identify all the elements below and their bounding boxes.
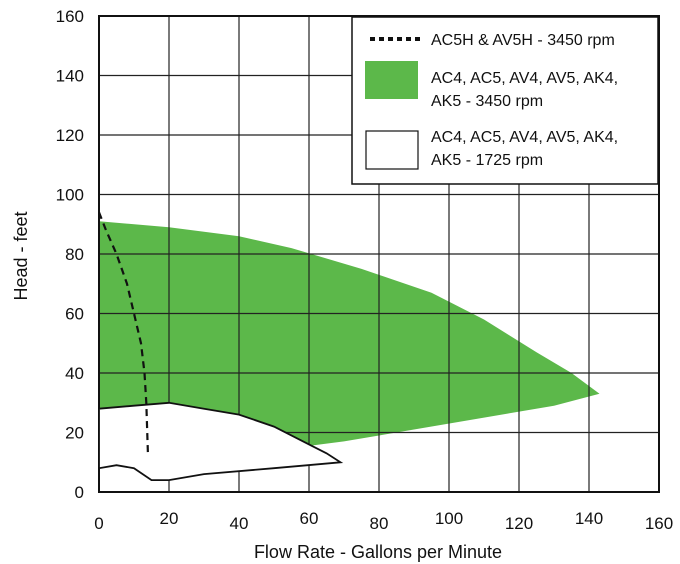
y-tick-label: 40 xyxy=(65,364,84,383)
y-tick-label: 120 xyxy=(56,126,84,145)
y-tick-label: 0 xyxy=(75,483,84,502)
x-tick-label: 140 xyxy=(575,509,603,528)
y-tick-label: 20 xyxy=(65,424,84,443)
area-layer xyxy=(99,221,600,451)
legend-label: AK5 - 1725 rpm xyxy=(431,152,543,169)
x-tick-label: 120 xyxy=(505,514,533,533)
x-tick-label: 40 xyxy=(230,514,249,533)
y-tick-label: 100 xyxy=(56,186,84,205)
x-tick-labels: 0 20 40 60 80 100 120 140 160 xyxy=(94,509,673,533)
series-area-3450rpm xyxy=(99,221,600,451)
x-tick-label: 20 xyxy=(160,509,179,528)
series-line-ac5h-av5h xyxy=(97,211,150,457)
x-tick-label: 80 xyxy=(370,514,389,533)
legend: AC5H & AV5H - 3450 rpm AC4, AC5, AV4, AV5… xyxy=(351,16,659,185)
grid-layer xyxy=(98,15,660,493)
plot-frame xyxy=(98,15,660,493)
x-tick-label: 0 xyxy=(94,514,103,533)
legend-label: AK5 - 3450 rpm xyxy=(431,93,543,110)
x-axis-label: Flow Rate - Gallons per Minute xyxy=(254,542,502,562)
y-tick-label: 160 xyxy=(56,7,84,26)
y-axis-label: Head - feet xyxy=(11,211,31,300)
legend-label: AC4, AC5, AV4, AV5, AK4, xyxy=(431,70,618,87)
y-tick-label: 60 xyxy=(65,305,84,324)
y-tick-label: 140 xyxy=(56,67,84,86)
legend-label: AC4, AC5, AV4, AV5, AK4, xyxy=(431,129,618,146)
series-area-1725rpm xyxy=(98,401,344,482)
x-tick-label: 160 xyxy=(645,514,673,533)
legend-swatch-white xyxy=(365,130,419,170)
x-tick-label: 100 xyxy=(435,509,463,528)
legend-swatch-green xyxy=(365,61,418,99)
y-tick-labels: 0 20 40 60 80 100 120 140 160 xyxy=(56,7,84,502)
legend-label: AC5H & AV5H - 3450 rpm xyxy=(431,32,615,49)
x-tick-label: 60 xyxy=(300,509,319,528)
y-tick-label: 80 xyxy=(65,245,84,264)
line-layer xyxy=(97,211,344,482)
